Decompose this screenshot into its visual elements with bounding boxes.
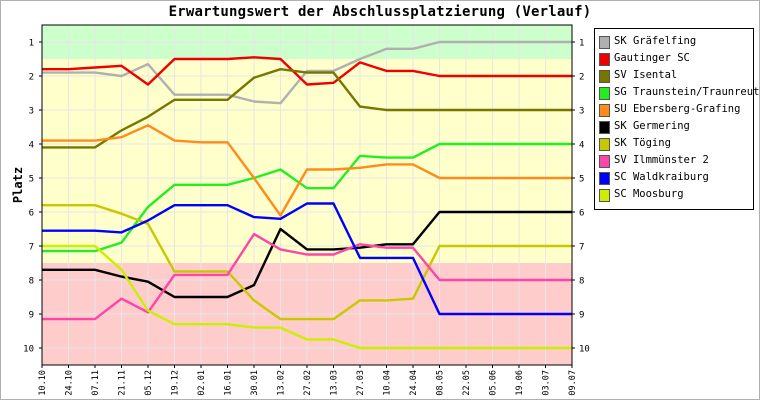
x-tick-label: 27.03: [356, 370, 366, 396]
series-lines: [42, 40, 572, 350]
legend-item: SU Ebersberg-Grafing: [599, 102, 751, 118]
legend-item: SG Traunstein/Traunreut: [599, 85, 759, 101]
chart-title: Erwartungswert der Abschlussplatzierung …: [168, 4, 592, 20]
legend-swatch: [599, 36, 610, 49]
x-tick-label: 10.04: [383, 370, 393, 396]
y-tick-label: 3: [29, 107, 34, 117]
legend-swatch: [599, 189, 610, 202]
y-ticks-left: 1 2 3 4 5 6 7 8 9 10: [23, 39, 42, 355]
legend-label: SC Moosburg: [614, 188, 684, 200]
x-ticks: 10.10 24.10 07.11 21.11 05.12 19.12 02.01 16.01…: [38, 365, 578, 396]
y-tick-label: 8: [29, 277, 34, 287]
x-tick-label: 03.07: [542, 370, 552, 396]
legend-item: SK Gräfelfing: [599, 34, 751, 50]
series-line-2: [42, 67, 572, 149]
y-tick-label: 7: [579, 243, 584, 253]
legend-item: SV Isental: [599, 68, 751, 84]
y-tick-label: 2: [579, 73, 584, 83]
legend-label: SK Töging: [614, 137, 671, 149]
legend-item: Gautinger SC: [599, 51, 751, 67]
y-tick-label: 10: [23, 345, 34, 355]
series-line-5: [42, 210, 572, 299]
x-tick-label: 27.02: [303, 370, 313, 396]
legend-swatch: [599, 87, 610, 100]
series-line-7: [42, 232, 572, 321]
legend-item: SK Germering: [599, 119, 751, 135]
legend-label: SV Isental: [614, 69, 678, 81]
x-tick-label: 24.10: [65, 370, 75, 396]
x-tick-label: 02.01: [197, 370, 207, 396]
legend-swatch: [599, 155, 610, 168]
x-tick-label: 24.04: [409, 370, 419, 396]
legend-label: SK Gräfelfing: [614, 35, 697, 47]
series-line-6: [42, 203, 572, 321]
x-tick-label: 22.05: [462, 370, 472, 396]
legend-swatch: [599, 70, 610, 83]
legend-label: SU Ebersberg-Grafing: [614, 103, 741, 115]
x-tick-label: 09.07: [568, 370, 578, 396]
x-tick-label: 21.11: [118, 370, 128, 396]
legend-swatch: [599, 104, 610, 117]
y-tick-label: 6: [29, 209, 34, 219]
x-tick-label: 19.12: [171, 370, 181, 396]
x-tick-label: 08.05: [436, 370, 446, 396]
legend-label: SK Germering: [614, 120, 690, 132]
y-tick-label: 1: [579, 39, 584, 49]
legend-swatch: [599, 121, 610, 134]
series-line-3: [42, 142, 572, 253]
y-tick-label: 8: [579, 277, 584, 287]
y-tick-label: 9: [29, 311, 34, 321]
legend: SK Gräfelfing Gautinger SC SV Isental SG Tr…: [594, 28, 759, 210]
series-line-1: [42, 56, 572, 86]
y-tick-label: 2: [29, 73, 34, 83]
y-tick-label: 1: [29, 39, 34, 49]
y-tick-label: 6: [579, 209, 584, 219]
legend-item: SV Ilmmünster 2: [599, 153, 751, 169]
x-tick-label: 10.10: [38, 370, 48, 396]
series-line-8: [42, 202, 572, 316]
legend-swatch: [599, 138, 610, 151]
legend-swatch: [599, 53, 610, 66]
legend-item: SC Waldkraiburg: [599, 170, 751, 186]
legend-item: SC Moosburg: [599, 187, 751, 203]
y-tick-label: 4: [579, 141, 584, 151]
legend-label: SC Waldkraiburg: [614, 171, 709, 183]
y-tick-label: 4: [29, 141, 34, 151]
y-tick-label: 10: [579, 345, 590, 355]
x-tick-label: 13.03: [330, 370, 340, 396]
x-tick-label: 13.02: [277, 370, 287, 396]
x-tick-label: 05.06: [489, 370, 499, 396]
y-tick-label: 5: [579, 175, 584, 185]
x-tick-label: 16.01: [224, 370, 234, 396]
x-tick-label: 30.01: [250, 370, 260, 396]
legend-item: SK Töging: [599, 136, 751, 152]
legend-label: SV Ilmmünster 2: [614, 154, 709, 166]
y-tick-label: 3: [579, 107, 584, 117]
x-tick-label: 19.06: [515, 370, 525, 396]
x-tick-label: 05.12: [144, 370, 154, 396]
y-tick-label: 9: [579, 311, 584, 321]
legend-label: SG Traunstein/Traunreut: [614, 86, 760, 98]
y-tick-label: 7: [29, 243, 34, 253]
series-line-4: [42, 124, 572, 217]
y-ticks-right: 1 2 3 4 5 6 7 8 9 10: [572, 39, 590, 355]
x-tick-label: 07.11: [91, 370, 101, 396]
series-line-9: [42, 244, 572, 350]
legend-label: Gautinger SC: [614, 52, 690, 64]
legend-swatch: [599, 172, 610, 185]
y-tick-label: 5: [29, 175, 34, 185]
